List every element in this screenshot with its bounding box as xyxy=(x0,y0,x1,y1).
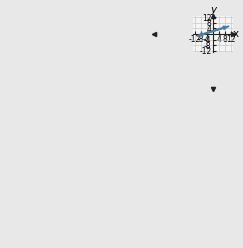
Text: y: y xyxy=(210,5,216,15)
Text: x: x xyxy=(233,29,239,39)
